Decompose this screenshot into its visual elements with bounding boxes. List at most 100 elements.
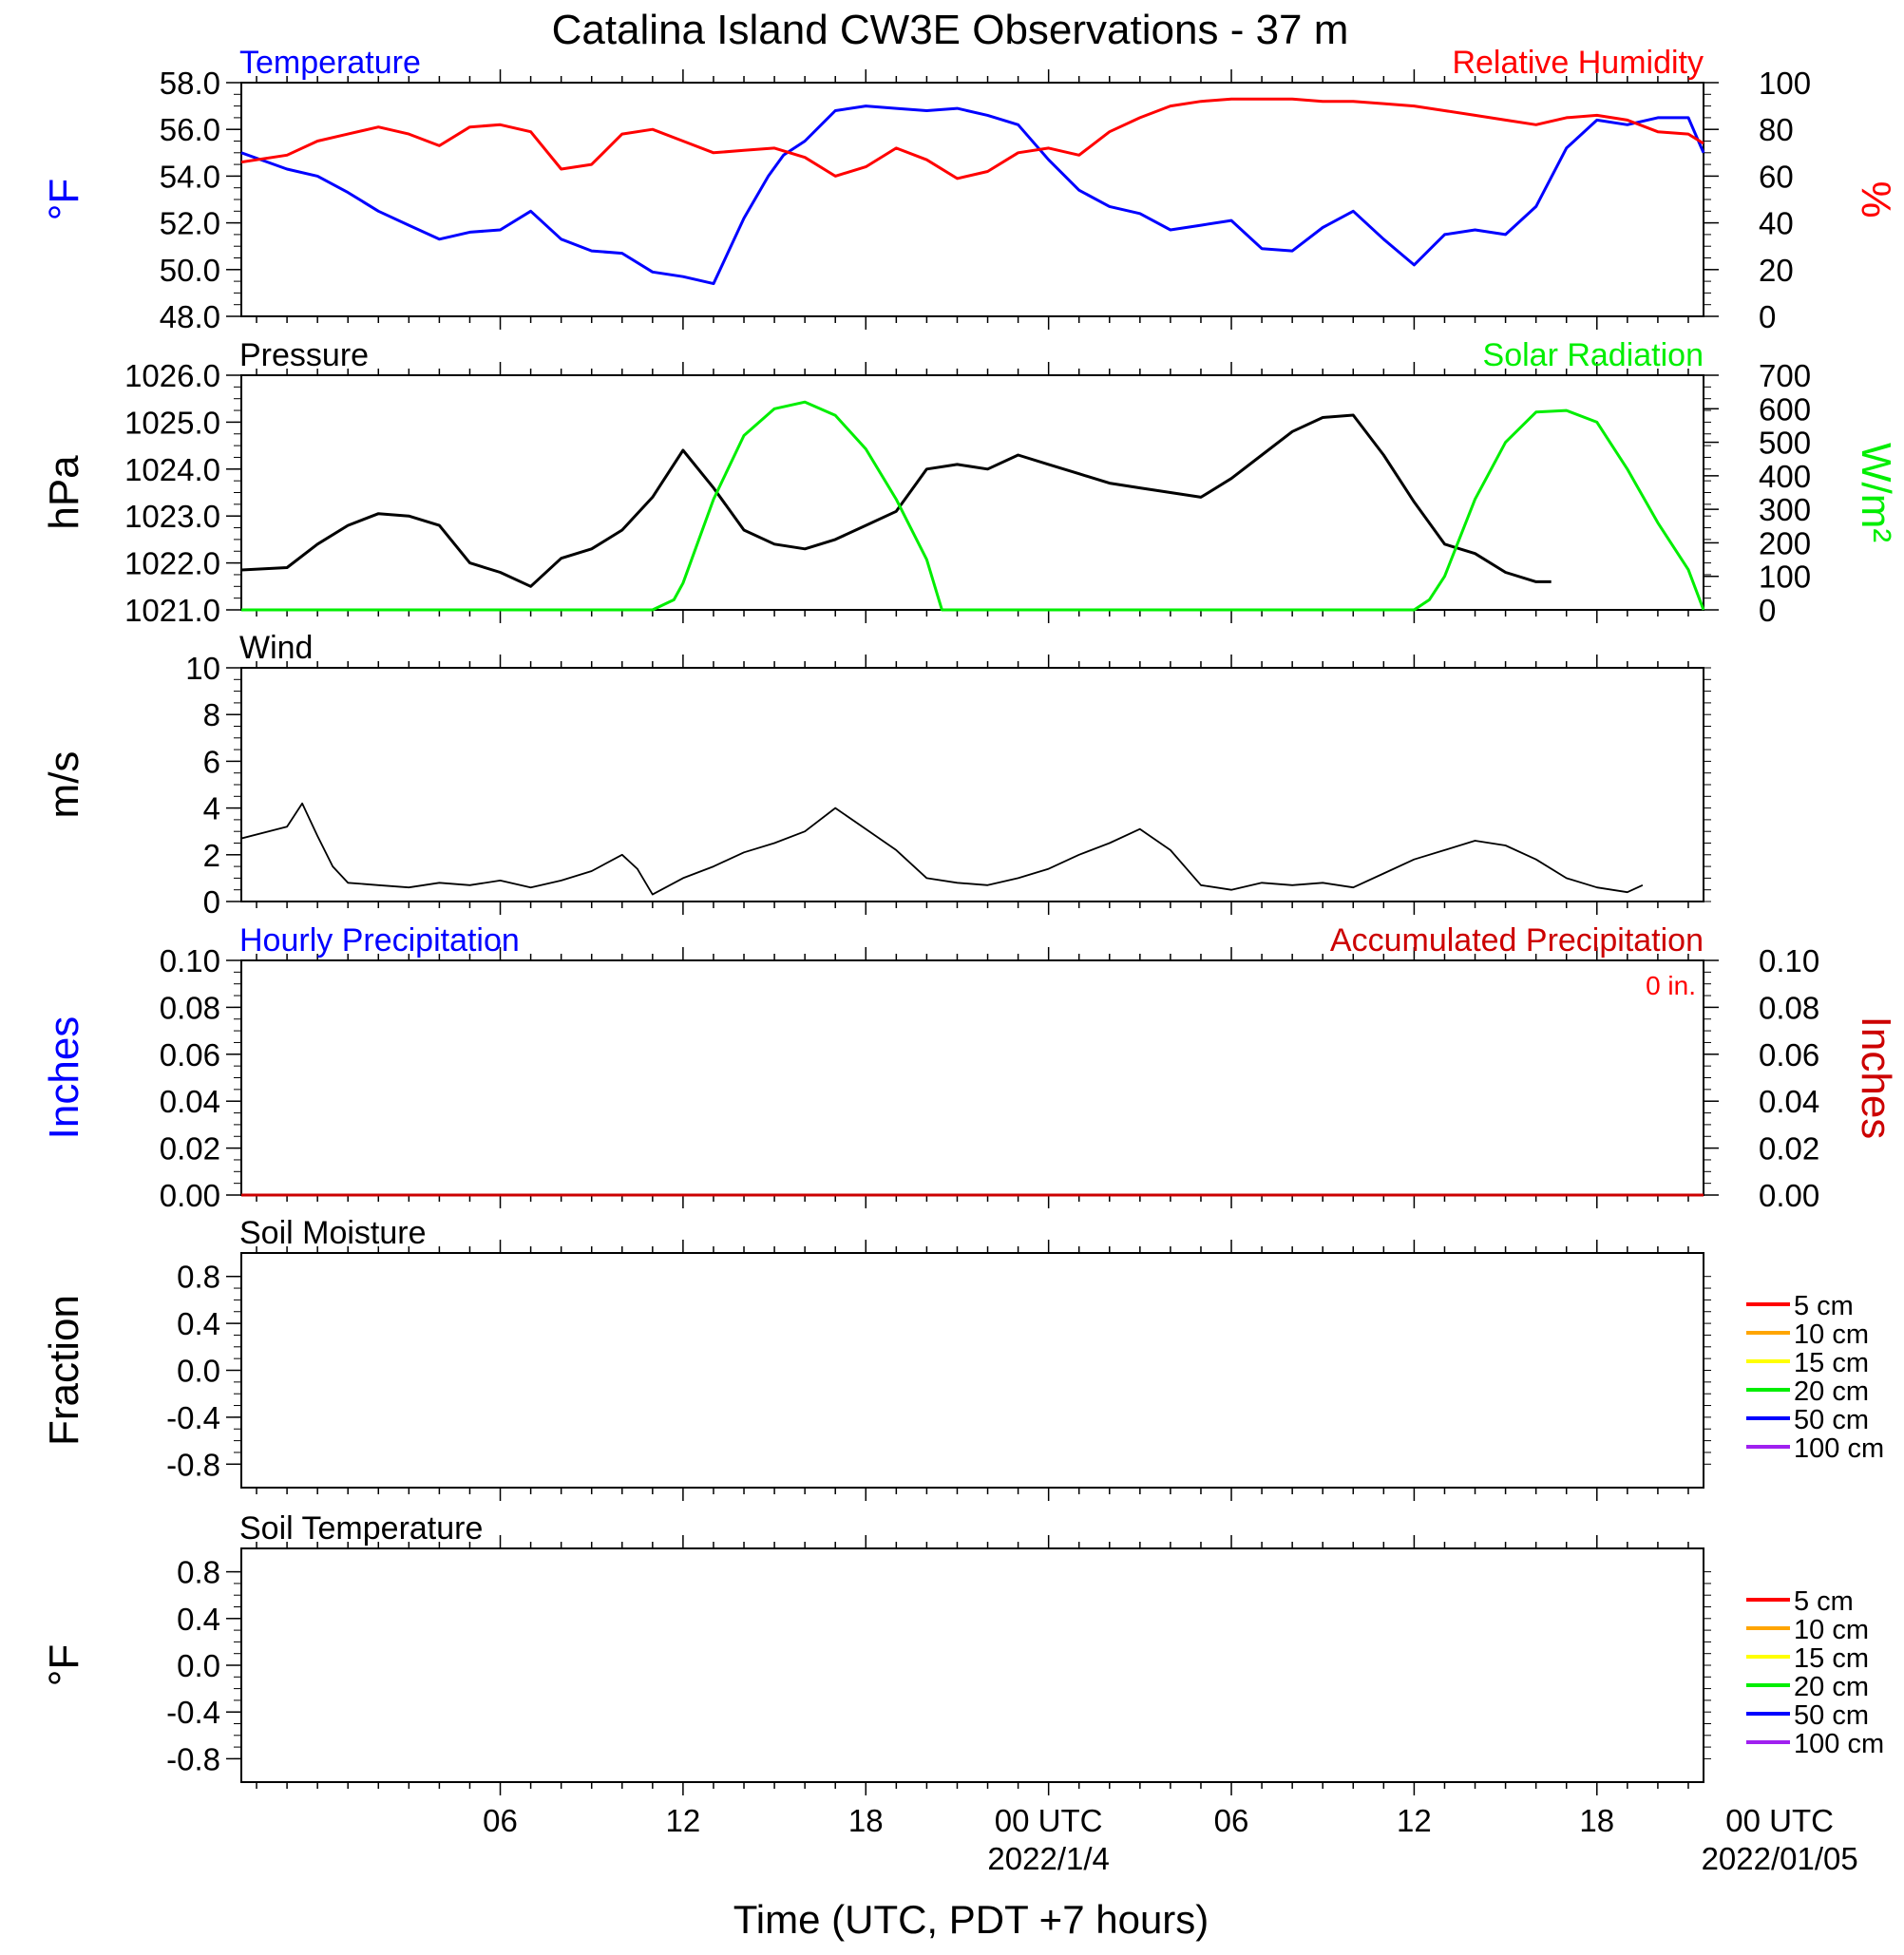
- y-tick-label-left: 0.8: [177, 1555, 220, 1590]
- y-tick-label-right: 0.00: [1759, 1178, 1819, 1213]
- legend-label: 5 cm: [1794, 1586, 1854, 1617]
- x-tick-label: 12: [666, 1803, 701, 1838]
- y-tick-label-right: 0.08: [1759, 990, 1819, 1025]
- panel-title-left: Soil Temperature: [239, 1510, 483, 1547]
- x-date-label: 2022/01/05: [1702, 1841, 1858, 1876]
- x-tick-label: 00 UTC: [995, 1803, 1103, 1838]
- series-line-solar-radiation: [241, 400, 1705, 612]
- panel-pressure_solar: 1021.0 1022.0 1023.0 1024.0 1025.0 1026.0 0100…: [41, 337, 1899, 628]
- y-tick-label-left: 0.06: [160, 1037, 220, 1072]
- chart-title: Catalina Island CW3E Observations - 37 m: [552, 7, 1349, 53]
- y-tick-label-left: 0.4: [177, 1306, 220, 1341]
- legend-label: 15 cm: [1794, 1643, 1869, 1674]
- series-line-temperature: [240, 104, 1705, 286]
- y-tick-label-left: 1023.0: [124, 499, 220, 534]
- y-tick-label-right: 600: [1759, 391, 1811, 427]
- y-tick-label-right: 0.04: [1759, 1084, 1819, 1119]
- y-axis-label-left: °F: [41, 1644, 87, 1686]
- y-axis-label-left: Fraction: [41, 1295, 87, 1446]
- y-tick-label-right: 80: [1759, 112, 1794, 147]
- y-tick-label-right: 100: [1759, 560, 1811, 595]
- x-tick-label: 06: [1214, 1803, 1249, 1838]
- y-tick-label-right: 700: [1759, 358, 1811, 393]
- y-tick-label-right: 300: [1759, 492, 1811, 527]
- y-tick-label-right: 0.10: [1759, 943, 1819, 978]
- panel-title-left: Soil Moisture: [239, 1215, 427, 1251]
- y-tick-label-right: 200: [1759, 525, 1811, 560]
- y-tick-label-left: 0.8: [177, 1260, 220, 1295]
- y-axis-label-right: Inches: [1853, 1016, 1899, 1140]
- y-tick-label-left: -0.4: [166, 1400, 220, 1435]
- y-tick-label-left: 54.0: [160, 159, 220, 194]
- y-tick-label-left: -0.4: [166, 1695, 220, 1730]
- panel-title-left: Hourly Precipitation: [239, 922, 520, 959]
- y-tick-label-left: 1022.0: [124, 546, 220, 581]
- y-tick-label-left: 0.04: [160, 1084, 220, 1119]
- x-tick-label: 12: [1397, 1803, 1432, 1838]
- series-line-relative-humidity: [240, 97, 1704, 180]
- y-tick-label-right: 500: [1759, 426, 1811, 461]
- y-tick-label-left: 56.0: [160, 112, 220, 147]
- y-axis-label-right: %: [1853, 180, 1899, 218]
- series-line-wind-speed: [240, 802, 1644, 896]
- panel-precip: 0.00 0.02 0.04 0.06 0.08 0.10 0.00 0.02 0.04 0.06…: [41, 922, 1899, 1213]
- y-tick-label-left: 4: [203, 791, 220, 826]
- panel-wind: 0 2 4 6 8 10 Wind m/s: [41, 630, 1711, 920]
- y-tick-label-left: -0.8: [166, 1741, 220, 1776]
- plot-frame: [240, 959, 1704, 1196]
- legend-label: 5 cm: [1794, 1291, 1854, 1321]
- y-tick-label-right: 0.02: [1759, 1131, 1819, 1167]
- y-axis-label-left: °F: [41, 179, 87, 220]
- plot-frame: [240, 1252, 1704, 1489]
- series-line-pressure: [240, 413, 1552, 588]
- y-tick-label-right: 0: [1759, 593, 1776, 628]
- panel-title-right: Relative Humidity: [1452, 45, 1704, 81]
- panel-title-left: Wind: [239, 630, 313, 666]
- legend-label: 100 cm: [1794, 1433, 1884, 1464]
- plot-frame: [240, 667, 1704, 902]
- y-axis-label-left: m/s: [41, 751, 87, 819]
- legend-label: 10 cm: [1794, 1615, 1869, 1645]
- y-tick-label-left: 48.0: [160, 299, 220, 334]
- y-tick-label-right: 60: [1759, 159, 1794, 194]
- y-tick-label-right: 400: [1759, 459, 1811, 494]
- x-date-label: 2022/1/4: [987, 1841, 1109, 1876]
- legend-label: 20 cm: [1794, 1376, 1869, 1407]
- legend-label: 50 cm: [1794, 1700, 1869, 1731]
- panel-title-right: Accumulated Precipitation: [1330, 922, 1704, 959]
- y-tick-label-left: 58.0: [160, 66, 220, 101]
- panel-title-right: Solar Radiation: [1483, 337, 1704, 373]
- y-tick-label-right: 100: [1759, 66, 1811, 101]
- legend-label: 50 cm: [1794, 1405, 1869, 1435]
- legend-label: 10 cm: [1794, 1319, 1869, 1350]
- y-tick-label-left: 1021.0: [124, 593, 220, 628]
- y-tick-label-left: 0.4: [177, 1602, 220, 1637]
- legend-label: 20 cm: [1794, 1672, 1869, 1702]
- plot-frame: [240, 374, 1704, 611]
- y-tick-label-left: 6: [203, 744, 220, 779]
- x-axis-label: Time (UTC, PDT +7 hours): [733, 1897, 1209, 1942]
- y-axis-label-left: hPa: [41, 455, 87, 530]
- y-tick-label-left: 8: [203, 697, 220, 732]
- panel-title-left: Temperature: [239, 45, 421, 81]
- panel-soil_moisture: -0.8 -0.4 0.0 0.4 0.8 Soil Moisture Fraction 5 …: [41, 1215, 1884, 1501]
- x-tick-label: 06: [483, 1803, 518, 1838]
- y-tick-label-left: 0.10: [160, 943, 220, 978]
- y-axis-label-right: W/m²: [1853, 443, 1899, 542]
- y-tick-label-right: 20: [1759, 253, 1794, 288]
- y-tick-label-left: 0.0: [177, 1648, 220, 1683]
- y-tick-label-left: 0.0: [177, 1354, 220, 1389]
- y-tick-label-left: 2: [203, 838, 220, 873]
- y-tick-label-left: 50.0: [160, 253, 220, 288]
- plot-frame: [240, 1547, 1704, 1783]
- x-tick-label: 18: [1579, 1803, 1614, 1838]
- legend-label: 100 cm: [1794, 1729, 1884, 1759]
- panel-title-left: Pressure: [239, 337, 369, 373]
- y-tick-label-right: 0: [1759, 299, 1776, 334]
- x-tick-label: 18: [848, 1803, 884, 1838]
- y-tick-label-left: 52.0: [160, 206, 220, 241]
- y-tick-label-right: 40: [1759, 206, 1794, 241]
- y-tick-label-left: 1024.0: [124, 452, 220, 487]
